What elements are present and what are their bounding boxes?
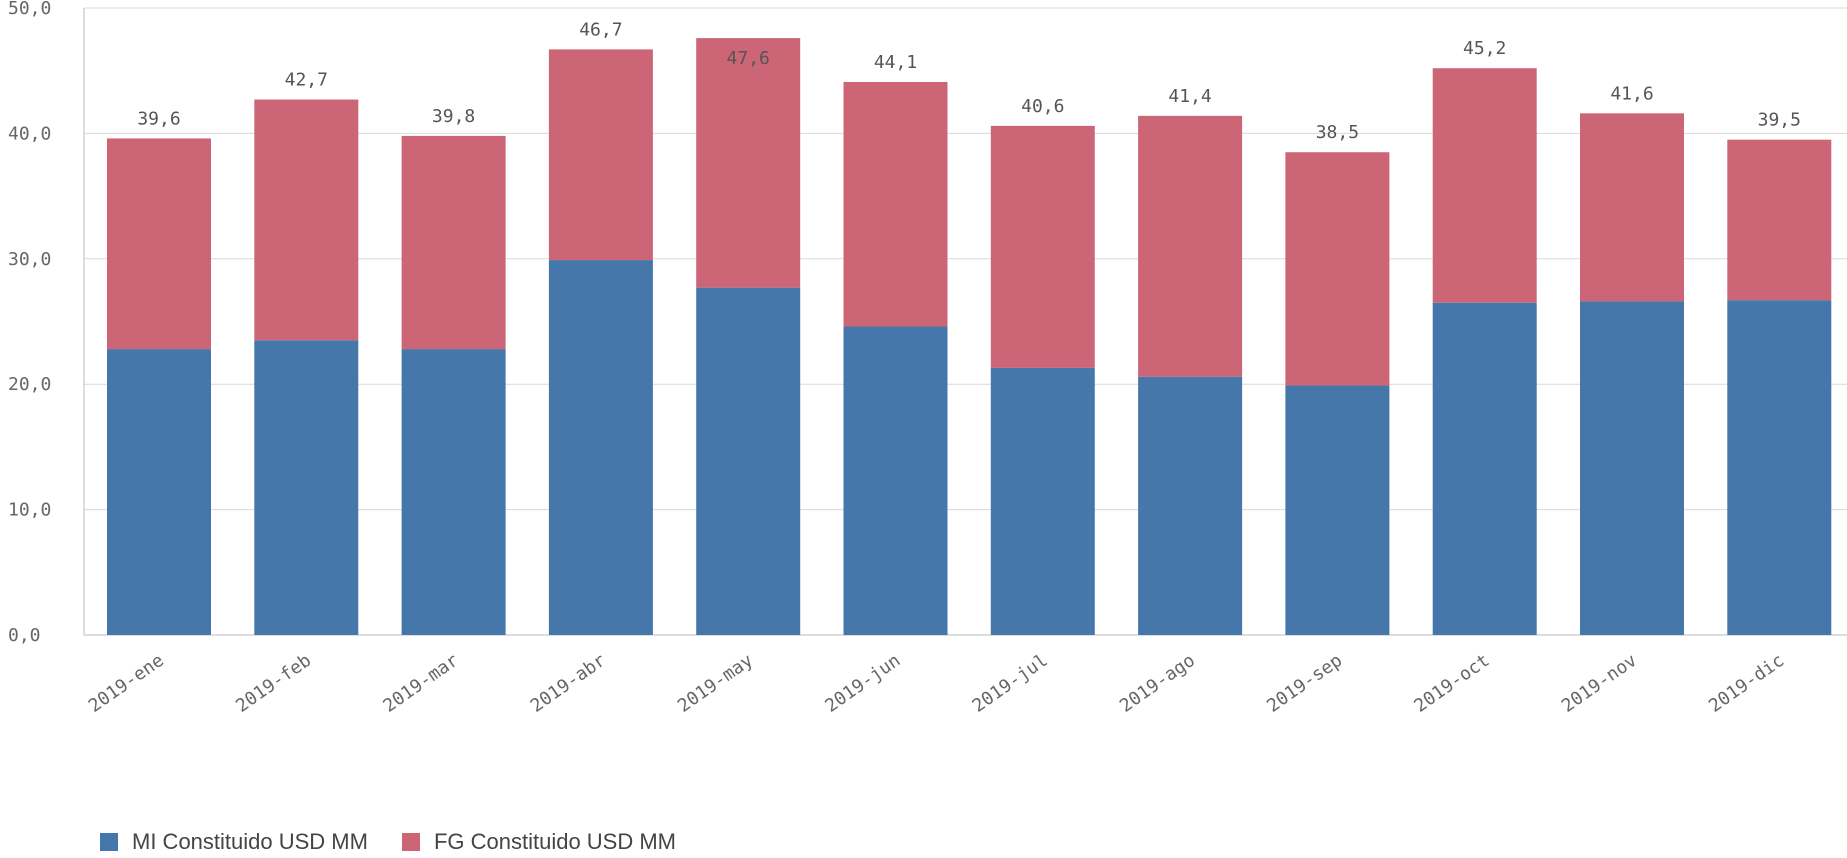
legend-item-mi[interactable]: MI Constituido USD MM: [100, 829, 368, 855]
total-label: 39,6: [137, 108, 180, 129]
x-tick-label: 2019-sep: [1263, 650, 1346, 717]
bar-fg-2019-may[interactable]: [696, 38, 801, 288]
legend-swatch-mi: [100, 833, 118, 851]
x-tick-label: 2019-jun: [821, 650, 904, 717]
bar-mi-2019-dic[interactable]: [1727, 300, 1832, 635]
legend-label-mi: MI Constituido USD MM: [132, 829, 368, 854]
gridlines: [84, 7, 1847, 511]
y-tick-label: 10,0: [8, 500, 51, 521]
bar-mi-2019-jun[interactable]: [843, 326, 948, 635]
legend-label-fg: FG Constituido USD MM: [433, 829, 677, 854]
bar-fg-2019-abr[interactable]: [548, 49, 653, 261]
y-tick-label: 0,0: [8, 625, 41, 646]
x-tick-label: 2019-ago: [1116, 650, 1199, 717]
x-tick-label: 2019-feb: [232, 650, 315, 717]
x-tick-label: 2019-abr: [527, 650, 610, 717]
total-label: 39,5: [1758, 110, 1801, 131]
bar-fg-2019-dic[interactable]: [1727, 139, 1832, 301]
x-tick-label: 2019-oct: [1410, 650, 1493, 717]
bar-mi-2019-jul[interactable]: [990, 367, 1095, 635]
total-label: 42,7: [285, 70, 328, 91]
total-label: 47,6: [727, 48, 770, 69]
x-tick-label: 2019-nov: [1558, 650, 1641, 717]
x-tick-label: 2019-mar: [379, 650, 462, 717]
y-tick-label: 30,0: [8, 249, 51, 270]
bar-mi-2019-may[interactable]: [696, 287, 801, 635]
bar-mi-2019-oct[interactable]: [1432, 302, 1537, 635]
legend-swatch-fg: [401, 833, 420, 851]
total-label: 39,8: [432, 106, 475, 127]
bar-mi-2019-feb[interactable]: [254, 340, 359, 635]
total-label: 41,4: [1168, 86, 1211, 107]
total-label: 46,7: [579, 19, 622, 40]
y-tick-label: 50,0: [8, 0, 51, 19]
total-label: 40,6: [1021, 96, 1064, 117]
bar-mi-2019-sep[interactable]: [1285, 385, 1390, 635]
bar-fg-2019-sep[interactable]: [1285, 152, 1390, 386]
total-label: 41,6: [1610, 83, 1653, 104]
bar-mi-2019-nov[interactable]: [1580, 301, 1684, 635]
bar-fg-2019-jun[interactable]: [843, 81, 948, 327]
total-label: 45,2: [1463, 38, 1506, 59]
x-tick-label: 2019-may: [674, 650, 757, 717]
bar-mi-2019-mar[interactable]: [401, 349, 506, 635]
chart-legend: MI Constituido USD MM FG Constituido USD…: [100, 829, 677, 855]
bar-fg-2019-nov[interactable]: [1580, 113, 1684, 302]
bar-mi-2019-ago[interactable]: [1138, 376, 1243, 635]
bar-fg-2019-mar[interactable]: [401, 135, 506, 350]
y-tick-label: 20,0: [8, 374, 51, 395]
bar-mi-2019-ene[interactable]: [107, 349, 211, 635]
x-tick-label: 2019-jul: [969, 650, 1052, 717]
bar-fg-2019-oct[interactable]: [1432, 68, 1537, 303]
x-tick-label: 2019-ene: [85, 650, 168, 717]
legend-item-fg[interactable]: FG Constituido USD MM: [401, 829, 677, 855]
bar-fg-2019-jul[interactable]: [990, 125, 1095, 368]
total-label: 38,5: [1316, 122, 1359, 143]
y-tick-label: 40,0: [8, 123, 51, 144]
bar-fg-2019-ene[interactable]: [107, 138, 211, 350]
bar-fg-2019-ago[interactable]: [1138, 115, 1243, 377]
bar-mi-2019-abr[interactable]: [548, 260, 653, 635]
total-label: 44,1: [874, 52, 917, 73]
x-tick-label: 2019-dic: [1705, 650, 1788, 717]
bar-fg-2019-feb[interactable]: [254, 99, 359, 341]
